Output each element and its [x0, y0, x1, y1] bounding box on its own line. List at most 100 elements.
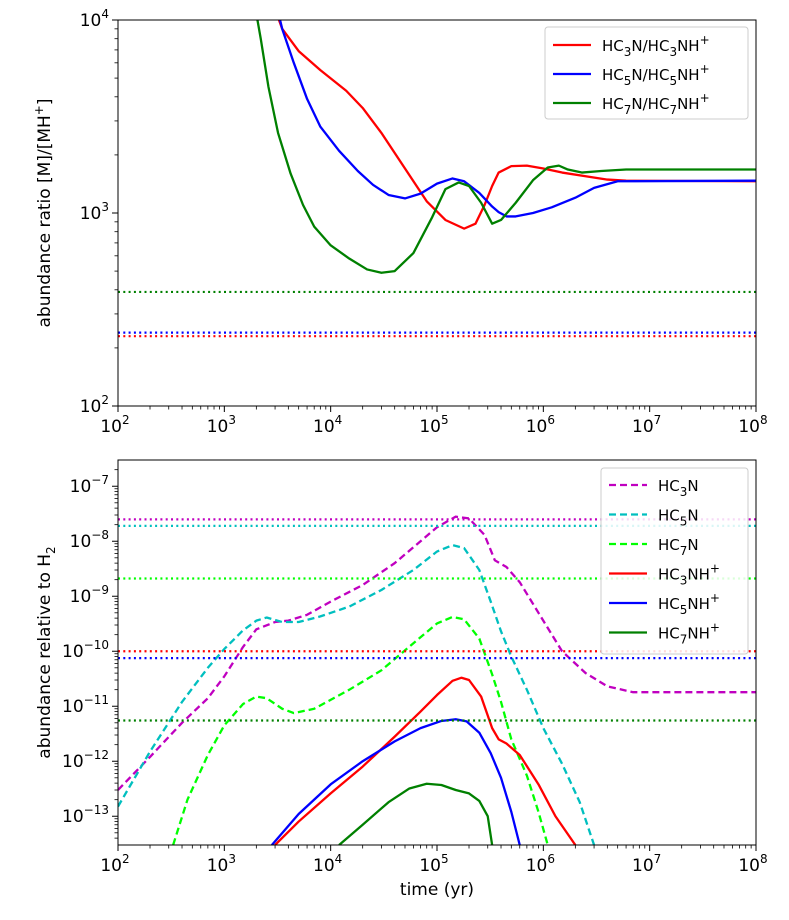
label-subscript: 3: [669, 45, 677, 59]
label-part: N: [687, 536, 698, 554]
y-tick-label: 102: [80, 393, 109, 417]
tick-base: 10: [313, 417, 335, 437]
legend-label: HC3NH+: [658, 562, 720, 588]
tick-exponent: 4: [335, 852, 343, 866]
x-tick-label: 104: [313, 852, 342, 876]
x-tick-label: 102: [100, 413, 129, 437]
label-part: NH: [677, 37, 700, 55]
y-axis-label: abundance ratio [M]/[MH+]: [32, 99, 55, 328]
label-subscript: 7: [624, 103, 632, 117]
y-axis-label: abundance relative to H2: [35, 546, 58, 758]
label-part: N/HC: [631, 37, 669, 55]
tick-base: 10: [62, 752, 84, 772]
series-line-hc7n-hc7nh-: [256, 20, 756, 274]
label-part: HC: [658, 595, 680, 613]
tick-exponent: 3: [228, 413, 236, 427]
x-tick-label: 107: [632, 413, 661, 437]
series-line-hc5nh-: [271, 718, 521, 845]
tick-base: 10: [80, 397, 102, 417]
tick-exponent: −11: [84, 693, 109, 707]
tick-exponent: 8: [760, 413, 768, 427]
label-subscript: 5: [624, 74, 632, 88]
tick-base: 10: [207, 856, 229, 876]
tick-base: 10: [738, 417, 760, 437]
tick-base: 10: [526, 856, 548, 876]
tick-base: 10: [738, 856, 760, 876]
series-line-hc3nh-: [274, 676, 577, 845]
label-part: HC: [658, 566, 680, 584]
legend-label: HC7N: [658, 536, 699, 558]
x-tick-label: 103: [207, 852, 236, 876]
tick-base: 10: [419, 417, 441, 437]
series-line-hc5n-hc5nh-: [278, 20, 756, 218]
x-tick-label: 106: [526, 852, 555, 876]
tick-exponent: −12: [84, 748, 109, 762]
label-superscript: +: [710, 591, 720, 605]
tick-exponent: 3: [228, 852, 236, 866]
x-tick-label: 105: [419, 852, 448, 876]
tick-exponent: −8: [91, 528, 109, 542]
label-superscript: +: [700, 62, 710, 76]
label-part: N/HC: [631, 66, 669, 84]
label-part: HC: [658, 477, 680, 495]
panel-2: 102 103 104 105 106 107 10810−1310−1210−1110−1…: [35, 459, 768, 900]
legend-label: HC7N/HC7NH+: [602, 91, 710, 117]
tick-exponent: 8: [760, 852, 768, 866]
tick-base: 10: [207, 417, 229, 437]
label-part: NH: [687, 566, 710, 584]
x-tick-label: 108: [738, 852, 767, 876]
label-part: time (yr): [400, 880, 474, 900]
label-subscript: 5: [669, 74, 677, 88]
panel-1: 102 103 104 105 106 107 108102103104abundance …: [32, 7, 768, 437]
x-tick-label: 103: [207, 413, 236, 437]
x-tick-label: 108: [738, 413, 767, 437]
tick-base: 10: [100, 417, 122, 437]
label-superscript: +: [700, 33, 710, 47]
x-axis-label: time (yr): [400, 880, 474, 900]
tick-base: 10: [62, 807, 84, 827]
label-subscript: 3: [680, 574, 688, 588]
tick-base: 10: [70, 587, 92, 607]
label-part: HC: [602, 66, 624, 84]
series-line-hc5n: [118, 543, 596, 845]
y-tick-label: 10−11: [62, 693, 109, 717]
legend-label: HC3N/HC3NH+: [602, 33, 710, 59]
tick-exponent: 6: [547, 852, 555, 866]
tick-base: 10: [70, 532, 92, 552]
tick-base: 10: [632, 856, 654, 876]
label-subscript: 3: [680, 485, 688, 499]
legend-label: HC5NH+: [658, 591, 720, 617]
label-part: HC: [658, 507, 680, 525]
y-tick-label: 10−9: [70, 583, 109, 607]
label-part: NH: [677, 95, 700, 113]
label-part: ]: [35, 99, 55, 106]
tick-base: 10: [62, 697, 84, 717]
label-subscript: 7: [680, 544, 688, 558]
y-tick-label: 103: [80, 200, 109, 224]
legend-box: [544, 26, 749, 120]
legend-label: HC5N/HC5NH+: [602, 62, 710, 88]
series-line-hc7n: [172, 615, 549, 845]
tick-exponent: 4: [335, 413, 343, 427]
tick-base: 10: [419, 856, 441, 876]
label-superscript: +: [700, 91, 710, 105]
x-tick-label: 104: [313, 413, 342, 437]
label-part: N/HC: [631, 95, 669, 113]
label-part: NH: [687, 595, 710, 613]
tick-exponent: 5: [441, 852, 449, 866]
y-tick-label: 104: [80, 7, 109, 31]
label-part: NH: [677, 66, 700, 84]
tick-exponent: −9: [91, 583, 109, 597]
tick-exponent: 7: [654, 413, 662, 427]
tick-base: 10: [313, 856, 335, 876]
tick-base: 10: [80, 11, 102, 31]
tick-exponent: −7: [91, 473, 109, 487]
label-superscript: +: [710, 562, 720, 576]
label-superscript: +: [32, 105, 46, 115]
series-line-hc7nh-: [338, 782, 494, 845]
y-tick-label: 10−12: [62, 748, 109, 772]
tick-exponent: 2: [101, 393, 109, 407]
tick-exponent: 2: [122, 413, 130, 427]
